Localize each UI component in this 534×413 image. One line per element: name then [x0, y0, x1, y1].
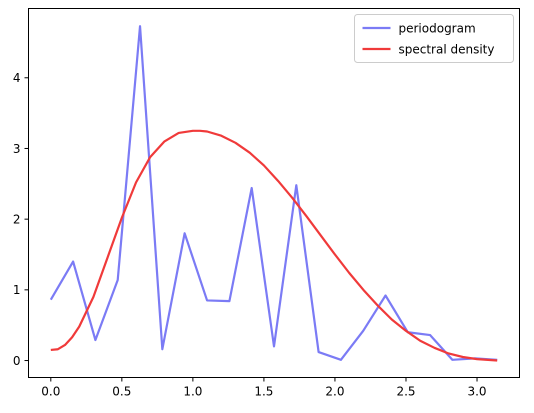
y-tick-label: 0 — [13, 354, 21, 368]
plot-area — [49, 25, 498, 362]
legend-label-periodogram: periodogram — [399, 21, 476, 35]
x-tick-label: 0.0 — [41, 385, 60, 399]
series-line-periodogram — [49, 25, 498, 361]
series-line-spectral-density — [50, 129, 498, 362]
legend-label-spectral-density: spectral density — [399, 42, 495, 56]
x-tick-label: 1.5 — [254, 385, 273, 399]
x-tick-label: 0.5 — [112, 385, 131, 399]
legend: periodogram spectral density — [354, 14, 514, 63]
x-tick-label: 2.0 — [325, 385, 344, 399]
x-tick-label: 3.0 — [467, 385, 486, 399]
legend-box — [354, 14, 514, 63]
y-axis: 0 1 2 3 4 — [13, 71, 29, 368]
y-tick-label: 2 — [13, 212, 21, 226]
y-tick-label: 4 — [13, 71, 21, 85]
x-tick-label: 1.0 — [183, 385, 202, 399]
x-axis: 0.0 0.5 1.0 1.5 2.0 2.5 3.0 — [41, 377, 487, 399]
y-tick-label: 3 — [13, 142, 21, 156]
x-tick-label: 2.5 — [396, 385, 415, 399]
axes-frame — [28, 8, 520, 378]
y-tick-label: 1 — [13, 283, 21, 297]
